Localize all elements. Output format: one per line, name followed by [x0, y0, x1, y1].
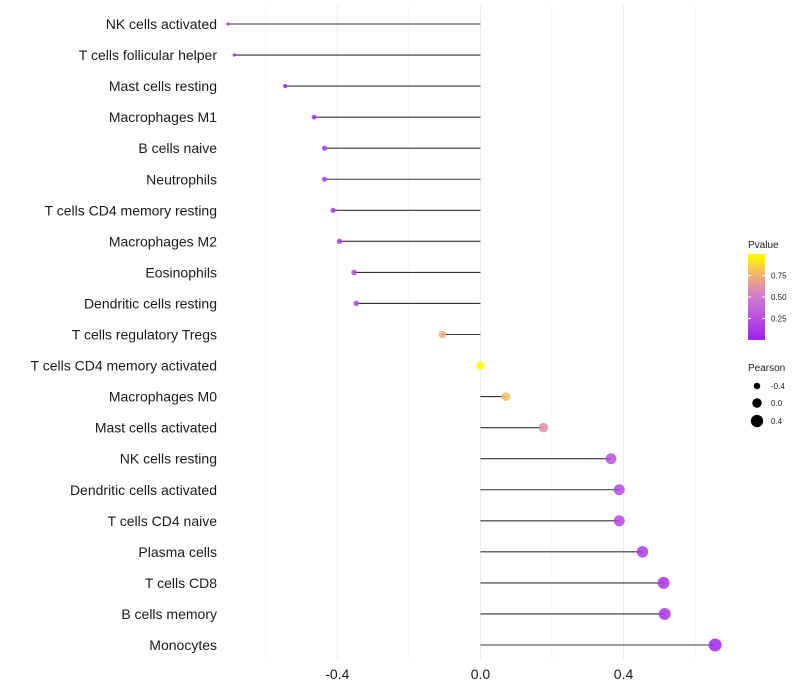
lollipop-dot	[658, 607, 671, 620]
lollipop-dot	[321, 145, 327, 151]
category-label: T cells CD4 memory activated	[31, 358, 217, 374]
pvalue-colorbar	[748, 254, 765, 340]
category-label: Macrophages M1	[109, 109, 217, 125]
lollipop-dot	[330, 207, 336, 213]
category-label: T cells CD8	[145, 575, 217, 591]
category-label: NK cells activated	[106, 16, 217, 32]
colorbar-tick-label: 0.25	[771, 315, 787, 324]
lollipop-dot	[282, 83, 288, 89]
pvalue-legend-title: Pvalue	[748, 240, 779, 251]
category-label: Macrophages M2	[109, 233, 217, 249]
lollipop-dot	[336, 238, 343, 245]
size-legend-label: 0.0	[771, 399, 783, 408]
category-label: Dendritic cells activated	[70, 482, 217, 498]
lollipop-dot	[708, 638, 722, 652]
category-label: Dendritic cells resting	[84, 295, 217, 311]
size-legend-dot	[750, 414, 764, 428]
lollipop-dot	[476, 361, 485, 370]
category-label: Macrophages M0	[109, 389, 217, 405]
size-legend-dot	[752, 398, 762, 408]
category-label: T cells CD4 memory resting	[45, 202, 217, 218]
legend: Pvalue 0.25 0.50 0.75 Pearson -0.4 0.0 0.4	[748, 240, 787, 428]
category-label: Monocytes	[149, 637, 217, 653]
lollipop-dot	[501, 392, 511, 401]
lollipop-dot	[438, 330, 447, 339]
grid-layer	[265, 5, 696, 660]
category-label: Mast cells activated	[95, 420, 217, 436]
category-label: T cells CD4 naive	[108, 513, 218, 529]
dot-layer	[226, 22, 722, 652]
category-label: B cells naive	[138, 140, 217, 156]
category-label: NK cells resting	[120, 451, 217, 467]
pearson-size-legend: -0.4 0.0 0.4	[750, 382, 785, 428]
x-tick-label: 0.4	[614, 666, 634, 682]
lollipop-dot	[311, 114, 317, 120]
size-legend-dot	[753, 382, 761, 390]
category-label: Plasma cells	[138, 544, 217, 560]
category-label: T cells follicular helper	[79, 47, 218, 63]
lollipop-dot	[538, 422, 549, 433]
lollipop-dot	[353, 300, 360, 307]
x-tick-label: 0.0	[471, 666, 491, 682]
size-legend-label: 0.4	[771, 417, 783, 426]
category-label: Neutrophils	[146, 171, 217, 187]
lollipop-dot	[232, 53, 236, 57]
lollipop-dot	[657, 576, 670, 589]
lollipop-dot	[226, 22, 230, 26]
x-tick-label: -0.4	[325, 666, 349, 682]
lollipop-dot	[613, 484, 625, 496]
lollipop-dot	[351, 269, 357, 276]
category-label: Eosinophils	[145, 264, 217, 280]
pvalue-colorbar-ticks: 0.25 0.50 0.75	[748, 272, 787, 324]
colorbar-tick-label: 0.50	[771, 293, 787, 302]
category-label: B cells memory	[121, 606, 217, 622]
lollipop-dot	[636, 546, 649, 558]
lollipop-dot	[321, 176, 327, 182]
size-legend-label: -0.4	[771, 382, 785, 391]
category-label: T cells regulatory Tregs	[72, 327, 217, 343]
pearson-legend-title: Pearson	[748, 363, 785, 374]
category-label: Mast cells resting	[109, 78, 217, 94]
category-labels: NK cells activated T cells follicular hel…	[31, 16, 218, 653]
x-axis-ticks: -0.4 0.0 0.4	[325, 666, 633, 682]
stem-layer	[227, 23, 716, 646]
colorbar-tick-label: 0.75	[771, 272, 787, 281]
lollipop-dot	[613, 515, 625, 527]
lollipop-dot	[605, 453, 617, 465]
